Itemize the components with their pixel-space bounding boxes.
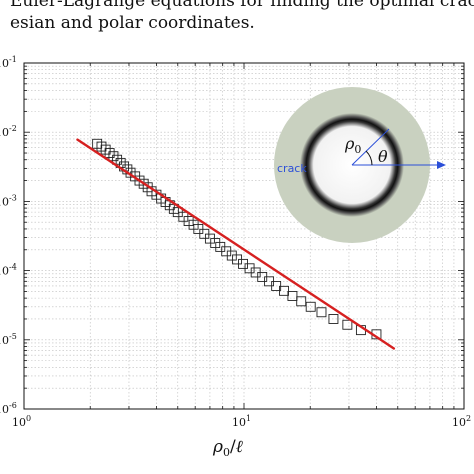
data-point — [288, 291, 297, 300]
x-axis-label: ρ0/ℓ — [212, 437, 243, 459]
y-tick-label: 10-5 — [0, 332, 17, 347]
data-point — [317, 308, 326, 317]
y-tick-label: 10-6 — [0, 401, 17, 416]
inset-diagram: ρ0 θ crack — [274, 87, 446, 243]
crack-label: crack — [277, 162, 307, 175]
angle-label: θ — [378, 147, 388, 166]
x-tick-label: 102 — [452, 414, 471, 429]
arrowhead-icon — [437, 161, 446, 169]
x-tick-label: 100 — [12, 414, 31, 429]
data-point — [343, 320, 352, 329]
y-tick-label: 10-1 — [0, 55, 17, 70]
x-tick-label: 101 — [232, 414, 251, 429]
y-tick-label: 10-2 — [0, 124, 17, 139]
y-tick-label: 10-4 — [0, 263, 17, 278]
y-tick-label: 10-3 — [0, 193, 17, 208]
